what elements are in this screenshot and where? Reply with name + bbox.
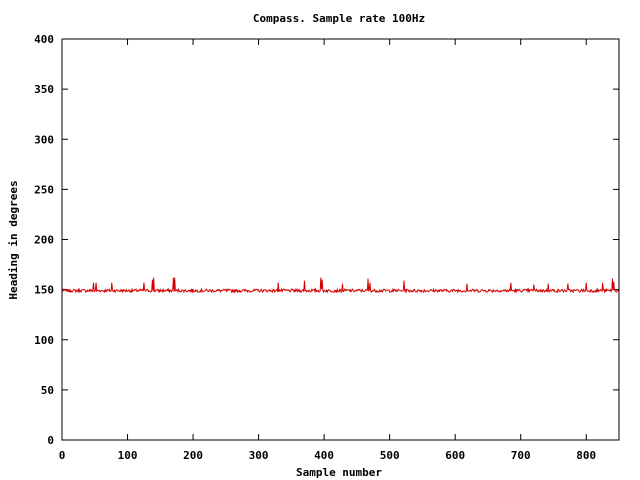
series-line-heading [61, 277, 620, 294]
y-tick-label: 300 [34, 133, 54, 146]
chart-title: Compass. Sample rate 100Hz [253, 12, 425, 25]
plot-frame [61, 38, 620, 441]
x-tick-label: 500 [380, 449, 400, 462]
x-tick-label: 600 [445, 449, 465, 462]
x-tick-label: 700 [511, 449, 531, 462]
x-tick-label: 300 [249, 449, 269, 462]
y-tick-label: 100 [34, 334, 54, 347]
y-tick-label: 350 [34, 83, 54, 96]
x-axis-label: Sample number [296, 466, 382, 479]
x-tick-label: 800 [576, 449, 596, 462]
x-tick-label: 100 [118, 449, 138, 462]
x-tick-label: 0 [59, 449, 66, 462]
plot-area [61, 277, 620, 294]
y-tick-label: 200 [34, 234, 54, 247]
y-tick-label: 150 [34, 284, 54, 297]
x-tick-label: 400 [314, 449, 334, 462]
x-tick-label: 200 [183, 449, 203, 462]
y-tick-label: 250 [34, 183, 54, 196]
y-axis-label: Heading in degrees [7, 180, 20, 299]
y-tick-label: 50 [41, 384, 54, 397]
y-tick-label: 0 [47, 434, 54, 447]
y-tick-label: 400 [34, 33, 54, 46]
axis-ticks: 0 50 100 150 200 250 300 350 400 0 100 200 300 400 500… [34, 33, 619, 462]
